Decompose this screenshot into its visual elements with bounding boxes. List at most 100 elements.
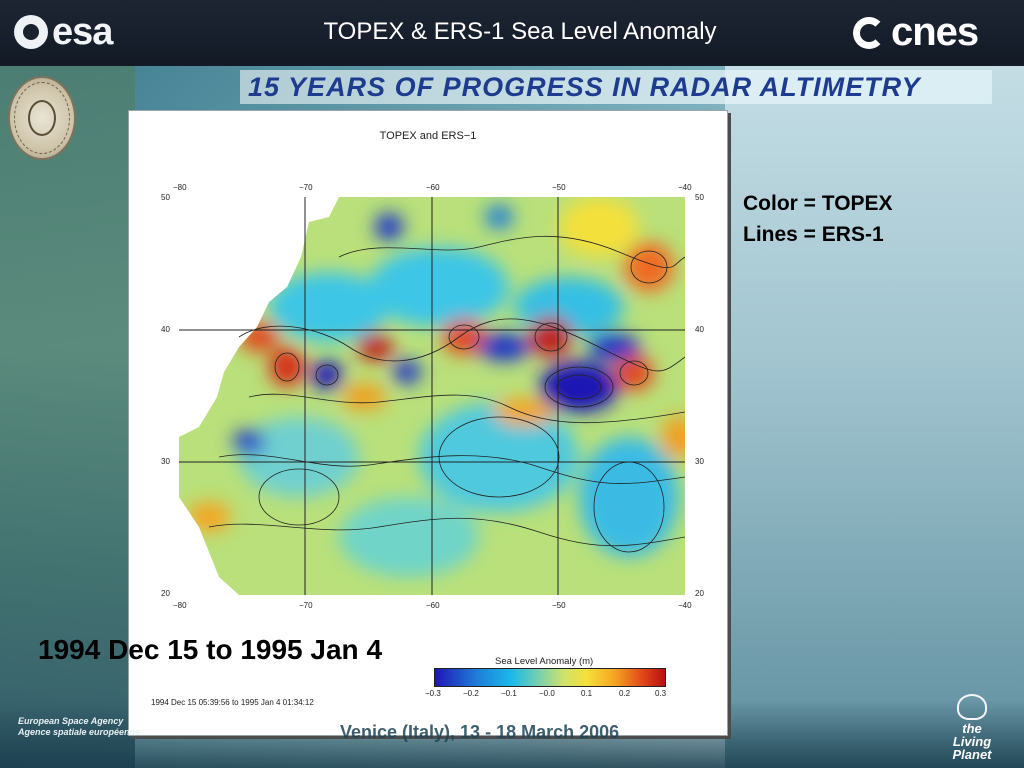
anomaly-blob (624, 242, 674, 292)
seal-emblem (28, 100, 56, 136)
anomaly-blob (369, 247, 509, 327)
contour-ring (593, 461, 665, 553)
lat-tick-left: 20 (161, 589, 170, 598)
colorbar-tick: 0.2 (619, 689, 631, 698)
anomaly-blob (233, 430, 265, 454)
lat-tick-right: 30 (695, 457, 704, 466)
contour-line (208, 517, 685, 547)
lon-tick-top: −40 (678, 183, 692, 192)
agency-line-fr: Agence spatiale européenne (18, 727, 141, 737)
header-bar: esa TOPEX & ERS-1 Sea Level Anomaly cnes (0, 0, 1024, 66)
map-plot-area (179, 197, 685, 595)
jhu-seal-logo (8, 76, 76, 160)
lat-tick-right: 20 (695, 589, 704, 598)
contour-ring (534, 322, 568, 352)
anomaly-blob (393, 360, 421, 384)
colorbar (434, 668, 666, 687)
date-caption: 1994 Dec 15 to 1995 Jan 4 (38, 634, 383, 665)
lon-tick-top: −50 (552, 183, 566, 192)
anomaly-blob (588, 333, 640, 361)
living-planet-line2: Living Planet (952, 734, 992, 762)
colorbar-tick: 0.3 (655, 689, 667, 698)
anomaly-blob (375, 213, 403, 241)
land-mass (179, 197, 339, 437)
anomaly-blob (539, 361, 619, 413)
anomaly-blob (357, 333, 393, 361)
banner-text: 15 YEARS OF PROGRESS IN RADAR ALTIMETRY (248, 72, 921, 102)
anomaly-blob (614, 355, 654, 391)
contour-line (248, 393, 685, 424)
anomaly-blob (269, 347, 305, 387)
anomaly-blob (187, 502, 231, 532)
contour-ring (274, 352, 300, 382)
lon-tick-top: −80 (173, 183, 187, 192)
esa-logo-text: esa (52, 10, 113, 53)
agency-line-en: European Space Agency (18, 716, 124, 726)
living-planet-line1: the (962, 721, 982, 736)
venue-text: Venice (Italy), 13 - 18 March 2006 (340, 722, 620, 742)
anomaly-blob (494, 398, 554, 426)
anomaly-blob (485, 205, 513, 229)
legend-lines-ers1: Lines = ERS-1 (743, 223, 884, 246)
anomaly-blob (342, 383, 386, 411)
colorbar-tick: −0.2 (463, 689, 479, 698)
lon-tick-bottom: −60 (426, 601, 440, 610)
land-mass-south (179, 497, 239, 595)
contour-ring (438, 416, 560, 498)
banner-strip (240, 70, 992, 104)
living-planet-text: the Living Planet (937, 722, 1007, 761)
contour-ring (448, 324, 480, 350)
contour-ring (630, 250, 668, 284)
lon-tick-bottom: −70 (299, 601, 313, 610)
background-right-mist (725, 66, 1024, 768)
contour-line (238, 318, 685, 372)
slide-title: TOPEX & ERS-1 Sea Level Anomaly (323, 18, 717, 45)
lat-tick-right: 50 (695, 193, 704, 202)
figure-title: TOPEX and ERS−1 (379, 130, 477, 142)
seal-ring (14, 82, 70, 154)
cnes-logo-text: cnes (891, 10, 979, 54)
anomaly-blob (419, 402, 579, 512)
anomaly-map-figure: TOPEX and ERS−1 (128, 110, 728, 736)
colorbar-tick: −0.0 (539, 689, 555, 698)
anomaly-blob (442, 319, 486, 355)
contour-ring (258, 468, 340, 526)
anomaly-blob (579, 437, 679, 557)
esa-logo-mark (14, 15, 48, 49)
colorbar-tick: 0.1 (581, 689, 593, 698)
cnes-logo-mark (853, 13, 887, 53)
lat-tick-left: 40 (161, 325, 170, 334)
map-plot-svg (179, 197, 685, 595)
lon-tick-bottom: −80 (173, 601, 187, 610)
anomaly-blob (239, 417, 359, 497)
anomaly-blob (269, 272, 389, 342)
lat-tick-right: 40 (695, 325, 704, 334)
colorbar-tick: −0.1 (501, 689, 517, 698)
anomaly-blob (661, 415, 685, 459)
lat-tick-left: 30 (161, 457, 170, 466)
contour-ring (556, 374, 602, 400)
lon-tick-bottom: −40 (678, 601, 692, 610)
cnes-logo: cnes (853, 10, 979, 55)
background-left-forest (0, 66, 135, 768)
anomaly-blob (559, 197, 639, 257)
living-planet-logo: the Living Planet (937, 694, 1007, 761)
lon-tick-top: −70 (299, 183, 313, 192)
contour-line (338, 235, 685, 269)
anomaly-blob (339, 497, 479, 577)
contour-ring (619, 360, 649, 386)
esa-logo: esa (14, 10, 113, 53)
anomaly-blob (478, 333, 530, 361)
contour-ring (544, 366, 614, 408)
contour-ring (315, 364, 339, 386)
lon-tick-top: −60 (426, 183, 440, 192)
colorbar-title: Sea Level Anomaly (m) (495, 656, 594, 667)
ers1-contours (208, 235, 685, 553)
legend-color-topex: Color = TOPEX (743, 192, 893, 215)
colorbar-tick: −0.3 (425, 689, 441, 698)
living-planet-icon (957, 694, 987, 720)
lon-tick-bottom: −50 (552, 601, 566, 610)
anomaly-blob (311, 360, 343, 390)
contour-line (218, 454, 685, 484)
figure-date-range: 1994 Dec 15 05:39:56 to 1995 Jan 4 01:34… (151, 698, 314, 707)
